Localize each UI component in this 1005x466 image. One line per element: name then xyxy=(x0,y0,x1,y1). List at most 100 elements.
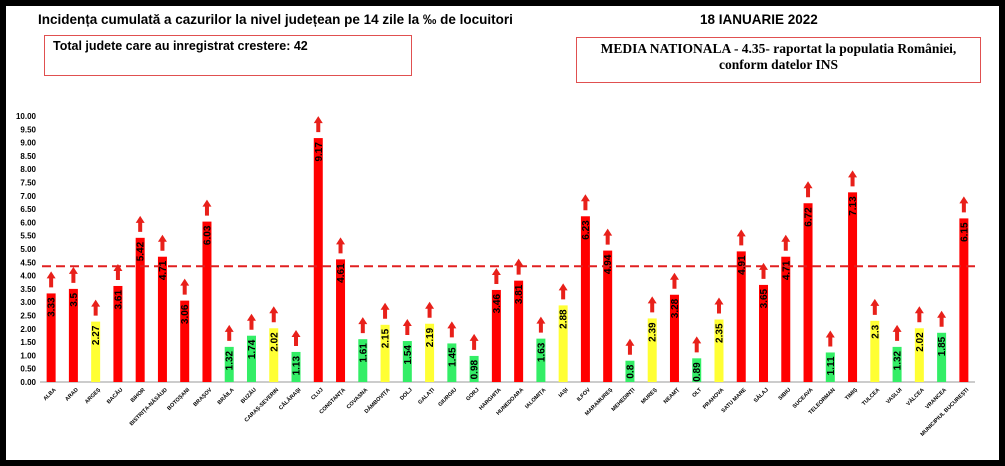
trend-up-arrow-icon xyxy=(113,263,123,280)
y-tick-label: 1.50 xyxy=(20,338,36,347)
trend-up-arrow-icon xyxy=(68,266,78,283)
bar-value-label: 1.61 xyxy=(358,343,369,363)
bar-value-label: 1.32 xyxy=(893,350,904,370)
trend-up-arrow-icon xyxy=(759,262,769,279)
bar xyxy=(469,355,479,382)
bar xyxy=(914,328,924,382)
bar-value-label: 3.81 xyxy=(514,284,525,304)
y-tick-label: 8.50 xyxy=(20,152,36,161)
bar xyxy=(603,250,613,382)
y-tick-label: 5.00 xyxy=(20,245,36,254)
bar xyxy=(336,259,346,382)
trend-up-arrow-icon xyxy=(469,333,479,350)
category-label: SĂLAJ xyxy=(752,386,770,404)
trend-up-arrow-icon xyxy=(803,181,813,198)
trend-up-arrow-icon xyxy=(202,199,212,216)
category-label: GALAȚI xyxy=(417,387,436,406)
trend-up-arrow-icon xyxy=(491,267,501,284)
bar xyxy=(68,288,78,382)
bar-value-label: 1.11 xyxy=(826,356,837,375)
trend-up-arrow-icon xyxy=(781,234,791,251)
bar-value-label: 4.71 xyxy=(158,260,169,280)
y-tick-label: 0.00 xyxy=(20,378,36,387)
bar-value-label: 4.71 xyxy=(781,260,792,280)
bar-value-label: 3.33 xyxy=(47,297,58,317)
bar xyxy=(848,192,858,382)
category-label: OLT xyxy=(691,387,703,399)
trend-up-arrow-icon xyxy=(669,272,679,289)
bar xyxy=(669,294,679,382)
y-tick-label: 3.50 xyxy=(20,285,36,294)
bar xyxy=(313,138,323,382)
bar-value-label: 2.35 xyxy=(714,323,725,343)
category-label: TIMIȘ xyxy=(844,387,859,402)
category-label: ARGEȘ xyxy=(84,387,102,405)
bar xyxy=(892,346,902,382)
bar-value-label: 3.5 xyxy=(69,292,80,306)
bar xyxy=(224,346,234,382)
bar xyxy=(580,216,590,382)
y-tick-label: 7.50 xyxy=(20,179,36,188)
bar-value-label: 1.54 xyxy=(403,345,414,365)
bar xyxy=(514,280,524,382)
trend-up-arrow-icon xyxy=(937,310,947,327)
y-tick-label: 10.00 xyxy=(16,112,37,121)
bar-value-label: 3.28 xyxy=(670,298,681,318)
category-label: GORJ xyxy=(465,387,480,402)
category-label: GIURGIU xyxy=(437,387,458,408)
bar-value-label: 2.88 xyxy=(559,309,570,329)
trend-up-arrow-icon xyxy=(514,258,524,275)
trend-up-arrow-icon xyxy=(91,299,101,316)
bar-value-label: 1.32 xyxy=(225,350,236,370)
trend-up-arrow-icon xyxy=(536,316,546,333)
national-average-line1: MEDIA NATIONALA - 4.35- raportat la popu… xyxy=(600,41,957,56)
category-label: BIHOR xyxy=(130,387,147,404)
trend-up-arrow-icon xyxy=(580,194,590,211)
trend-up-arrow-icon xyxy=(914,306,924,323)
trend-up-arrow-icon xyxy=(358,317,368,334)
trend-up-arrow-icon xyxy=(825,330,835,347)
y-tick-label: 5.50 xyxy=(20,232,36,241)
category-label: CLUJ xyxy=(310,387,324,401)
bar-value-label: 6.72 xyxy=(804,207,815,227)
category-label: NEAMȚ xyxy=(663,387,682,406)
bar xyxy=(536,338,546,382)
bar xyxy=(625,360,635,382)
y-axis: 0.00 0.50 1.00 1.50 2.00 2.50 3.00 3.50 4.00 4.50… xyxy=(16,112,975,387)
trend-up-arrow-icon xyxy=(269,306,279,323)
trend-up-arrow-icon xyxy=(625,338,635,355)
y-tick-label: 9.50 xyxy=(20,125,36,134)
bar xyxy=(491,289,501,382)
trend-up-arrow-icon xyxy=(46,271,56,288)
category-label: CĂLĂRAȘI xyxy=(277,386,302,411)
trend-up-arrow-icon xyxy=(180,278,190,295)
bar-value-label: 2.3 xyxy=(870,324,881,338)
y-tick-label: 2.50 xyxy=(20,312,36,321)
bar-value-label: 6.15 xyxy=(959,222,970,242)
y-tick-label: 4.00 xyxy=(20,272,36,281)
bar-value-label: 3.65 xyxy=(759,288,770,308)
trend-up-arrow-icon xyxy=(224,324,234,341)
bar xyxy=(113,285,123,382)
bar xyxy=(202,221,212,382)
bar-value-label: 3.61 xyxy=(113,290,124,310)
trend-up-arrow-icon xyxy=(246,313,256,330)
bar-value-label: 2.15 xyxy=(381,328,392,348)
bar-value-label: 0.8 xyxy=(625,364,636,378)
bar xyxy=(157,256,167,382)
bar-value-label: 2.27 xyxy=(91,325,102,345)
bar-value-label: 2.39 xyxy=(648,322,659,342)
category-label: VASLUI xyxy=(885,387,904,406)
category-label: IAȘI xyxy=(558,387,570,399)
bar-value-label: 7.13 xyxy=(848,196,859,216)
trend-up-arrow-icon xyxy=(603,228,613,245)
category-label: ALBA xyxy=(42,387,57,402)
trend-up-arrow-icon xyxy=(558,283,568,300)
category-label: IALOMIȚA xyxy=(524,387,547,410)
y-tick-label: 6.50 xyxy=(20,205,36,214)
trend-up-arrow-icon xyxy=(692,336,702,353)
category-label: BACĂU xyxy=(105,386,124,405)
bar-value-label: 4.61 xyxy=(336,263,347,283)
bar-value-label: 2.19 xyxy=(425,327,436,347)
category-label: VRANCEA xyxy=(925,387,948,410)
